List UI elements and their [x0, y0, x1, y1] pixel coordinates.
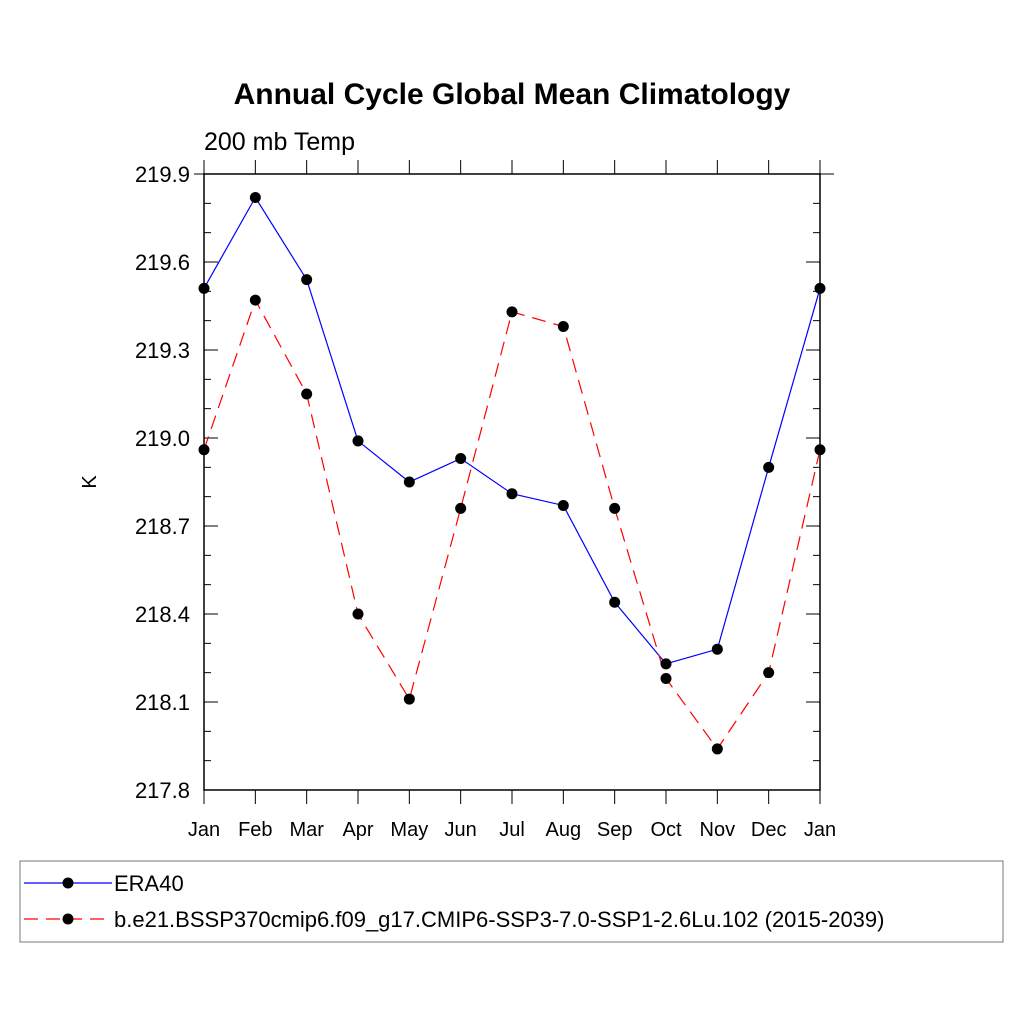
series-2-point	[660, 673, 672, 685]
x-tick-label: Jul	[499, 819, 525, 841]
series-2-point	[557, 321, 569, 333]
x-tick-label: Jan	[804, 819, 836, 841]
series-2-point	[814, 444, 826, 456]
y-tick-label: 218.4	[135, 602, 190, 627]
series-line-2	[203, 298, 821, 750]
series-2-point	[763, 667, 775, 679]
series-1-point	[198, 282, 210, 294]
series-1-point	[455, 453, 467, 465]
series-2-point	[506, 306, 518, 318]
series-1-point	[609, 596, 621, 608]
x-tick-label: Nov	[700, 819, 736, 841]
x-tick-label: Mar	[289, 819, 324, 841]
legend-marker-2	[62, 913, 74, 925]
series-2-point	[455, 502, 467, 514]
y-tick-label: 218.1	[135, 690, 190, 715]
chart-title: Annual Cycle Global Mean Climatology	[234, 78, 791, 111]
x-tick-label: Apr	[342, 819, 373, 841]
y-tick-label: 219.0	[135, 426, 190, 451]
series-1-point	[249, 191, 261, 203]
y-axis-label: K	[79, 475, 101, 489]
series-line-1	[203, 196, 821, 665]
y-tick-label: 219.6	[135, 250, 190, 275]
series-2-point	[403, 693, 415, 705]
x-tick-label: Aug	[546, 819, 582, 841]
series-1-point	[301, 274, 313, 286]
x-tick-label: Oct	[650, 819, 682, 841]
series-1-point	[403, 476, 415, 488]
legend-box	[19, 860, 1004, 943]
series-1-point	[660, 658, 672, 670]
y-tick-label: 217.8	[135, 778, 190, 803]
series-2-point	[198, 444, 210, 456]
x-tick-label: Feb	[238, 819, 272, 841]
series-1-point	[352, 435, 364, 447]
series-1-point	[763, 461, 775, 473]
plot-frame	[203, 173, 821, 791]
x-tick-label: Sep	[597, 819, 633, 841]
x-tick-label: Jun	[445, 819, 477, 841]
legend-label-2: b.e21.BSSP370cmip6.f09_g17.CMIP6-SSP3-7.…	[114, 907, 884, 932]
series-1-point	[814, 282, 826, 294]
x-tick-label: Jan	[188, 819, 220, 841]
y-tick-label: 219.9	[135, 162, 190, 187]
series-2-point	[301, 388, 313, 400]
x-tick-label: May	[390, 819, 428, 841]
series-1-point	[506, 488, 518, 500]
x-tick-label: Dec	[751, 819, 787, 841]
legend-marker-1	[62, 877, 74, 889]
series-2-point	[352, 608, 364, 620]
legend-label-1: ERA40	[114, 871, 184, 896]
series-2-point	[249, 294, 261, 306]
y-tick-label: 219.3	[135, 338, 190, 363]
series-1-point	[557, 499, 569, 511]
series-1-point	[711, 643, 723, 655]
series-2-point	[609, 502, 621, 514]
chart-subtitle: 200 mb Temp	[204, 128, 355, 156]
series-2-point	[711, 743, 723, 755]
y-tick-label: 218.7	[135, 514, 190, 539]
